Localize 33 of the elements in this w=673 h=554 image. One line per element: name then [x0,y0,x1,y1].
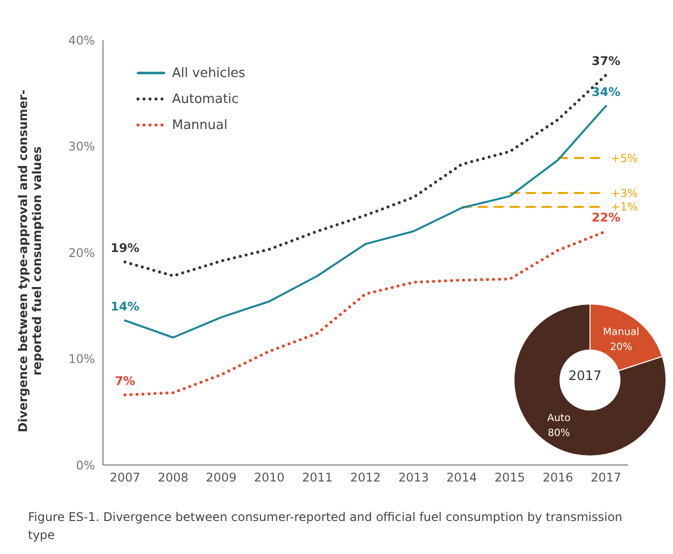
x-tick-label: 2015 [494,470,526,485]
x-tick-label: 2008 [158,470,188,485]
legend-label: Automatic [172,92,239,106]
data-label: 14% [110,300,140,314]
x-tick-label: 2016 [542,470,574,485]
annotation: +3% [611,186,638,200]
y-tick-label: 10% [68,352,95,366]
data-label: 7% [114,374,136,388]
x-tick-label: 2009 [206,470,236,485]
data-label: 80% [548,428,570,439]
data-label: 20% [610,342,632,354]
data-label: 37% [592,54,620,68]
data-label: 19% [110,241,140,256]
x-tick-label: 2010 [254,470,285,485]
x-tick-label: 2007 [110,470,140,485]
data-label: 34% [592,84,620,99]
y-tick-label: 20% [68,246,95,260]
x-tick-label: 2013 [398,470,429,485]
x-tick-label: 2017 [590,470,622,485]
y-tick-label: 30% [68,140,95,154]
slice-label: Auto [547,412,570,424]
text: 2017 [568,369,602,384]
x-tick-label: 2014 [446,470,477,485]
y-tick-label: 40% [68,33,95,48]
legend-label: All vehicles [172,66,246,80]
x-tick-label: 2011 [302,470,333,485]
annotation: +5% [611,152,638,165]
slice-label: Manual [602,327,640,338]
y-tick-label: 0% [76,458,95,472]
x-tick-label: 2012 [350,470,381,485]
legend-label: Mannual [172,118,228,132]
text: Figure ES-1. Divergence between consumer-reported and official fuel consumption by transmission type [28,509,624,544]
y-axis-title: Divergence between type-approval and consumer-reported fuel consumption values [16,88,44,434]
